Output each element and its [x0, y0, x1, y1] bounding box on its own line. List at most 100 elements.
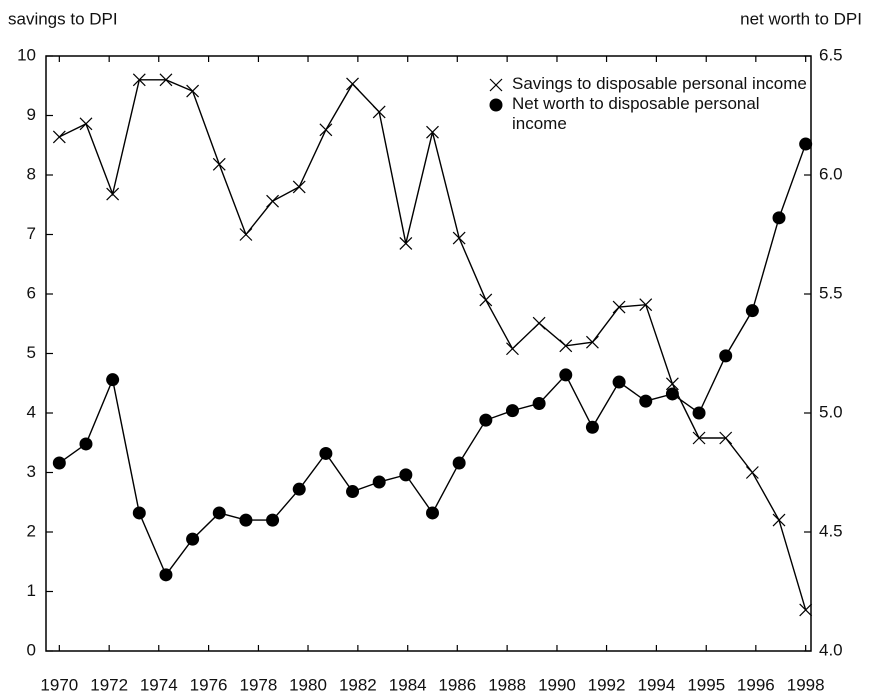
x-tick-label: 1986	[438, 675, 476, 694]
y-tick-label: 8	[27, 164, 36, 183]
x-tick-label: 1990	[538, 675, 576, 694]
y-tick-label: 6	[27, 283, 36, 302]
x-tick-label: 1980	[289, 675, 327, 694]
x-tick-label: 1995	[687, 675, 725, 694]
marker-stroke	[399, 237, 413, 250]
x-tick-label: 1982	[339, 675, 377, 694]
marker-stroke	[772, 513, 786, 527]
marker-stroke	[159, 73, 173, 87]
legend-item: Net worth to disposable personal income	[486, 94, 816, 134]
marker-stroke	[479, 293, 493, 307]
marker-circle	[612, 375, 626, 389]
marker-circle	[106, 373, 120, 387]
marker-x	[479, 293, 493, 307]
marker-stroke	[266, 194, 279, 208]
marker-circle	[186, 532, 200, 546]
marker-stroke	[799, 603, 813, 617]
marker-circle	[585, 420, 599, 434]
marker-x	[772, 513, 786, 527]
marker-circle	[479, 413, 493, 427]
marker-x	[692, 431, 706, 445]
marker-circle	[132, 506, 146, 520]
marker-x	[532, 316, 546, 330]
y-tick-label: 2	[27, 521, 36, 540]
legend-label: Net worth to disposable personal income	[512, 94, 760, 133]
marker-circle	[489, 98, 503, 112]
y-tick-label: 7	[27, 224, 36, 243]
marker-stroke	[559, 339, 573, 353]
x-tick-label: 1988	[488, 675, 526, 694]
marker-x	[106, 187, 120, 201]
y-tick-label: 1	[27, 581, 36, 600]
marker-x	[586, 335, 599, 349]
marker-x	[665, 377, 679, 391]
marker-x	[452, 231, 466, 245]
y-tick-label: 10	[17, 45, 36, 64]
marker-x	[132, 73, 146, 87]
marker-x	[346, 77, 359, 91]
marker-circle	[505, 404, 519, 418]
marker-circle	[159, 568, 173, 582]
marker-x	[719, 431, 733, 445]
y2-tick-label: 5.0	[819, 402, 843, 421]
marker-circle	[559, 368, 573, 382]
marker-x	[426, 125, 439, 139]
y2-axis-label: net worth to DPI	[740, 9, 862, 28]
marker-stroke	[239, 228, 253, 241]
marker-circle	[372, 475, 386, 489]
marker-circle	[266, 513, 280, 527]
marker-x	[266, 194, 279, 208]
marker-circle	[452, 456, 466, 470]
y2-tick-label: 6.0	[819, 164, 843, 183]
marker-circle	[425, 506, 439, 520]
x-tick-label: 1996	[737, 675, 775, 694]
x-tick-label: 1992	[588, 675, 626, 694]
marker-stroke	[426, 125, 439, 139]
marker-x	[639, 298, 653, 312]
marker-stroke	[452, 231, 466, 245]
legend-icon	[489, 98, 503, 112]
marker-circle	[665, 387, 679, 401]
marker-x	[79, 117, 93, 131]
marker-x	[799, 603, 813, 617]
marker-circle	[692, 406, 706, 420]
marker-stroke	[506, 342, 519, 356]
marker-stroke	[532, 316, 546, 330]
y-tick-label: 4	[27, 402, 36, 421]
marker-circle	[639, 394, 653, 408]
marker-x	[186, 84, 200, 98]
marker-stroke	[639, 298, 653, 312]
marker-x	[52, 130, 66, 144]
y-tick-label: 0	[27, 640, 36, 659]
marker-x	[239, 228, 253, 241]
marker-stroke	[79, 117, 93, 131]
marker-circle	[346, 485, 360, 499]
marker-x	[399, 237, 413, 250]
marker-stroke	[719, 431, 733, 445]
x-tick-label: 1998	[787, 675, 825, 694]
marker-stroke	[319, 123, 333, 137]
marker-stroke	[372, 105, 386, 119]
marker-circle	[319, 446, 333, 460]
marker-stroke	[692, 431, 706, 445]
marker-stroke	[292, 180, 306, 194]
marker-circle	[532, 396, 546, 410]
legend-label: Savings to disposable personal income	[512, 74, 807, 93]
marker-x	[506, 342, 519, 356]
marker-circle	[212, 506, 226, 520]
marker-stroke	[186, 84, 200, 98]
marker-stroke	[489, 78, 503, 92]
marker-stroke	[212, 157, 226, 171]
marker-circle	[239, 513, 253, 527]
marker-x	[212, 157, 226, 171]
marker-x	[319, 123, 333, 137]
marker-circle	[772, 211, 786, 225]
x-tick-label: 1974	[140, 675, 178, 694]
series-line	[59, 79, 807, 611]
marker-circle	[745, 304, 759, 318]
marker-circle	[399, 468, 413, 482]
x-tick-label: 1978	[240, 675, 278, 694]
marker-x	[489, 78, 503, 92]
marker-x	[612, 300, 626, 314]
